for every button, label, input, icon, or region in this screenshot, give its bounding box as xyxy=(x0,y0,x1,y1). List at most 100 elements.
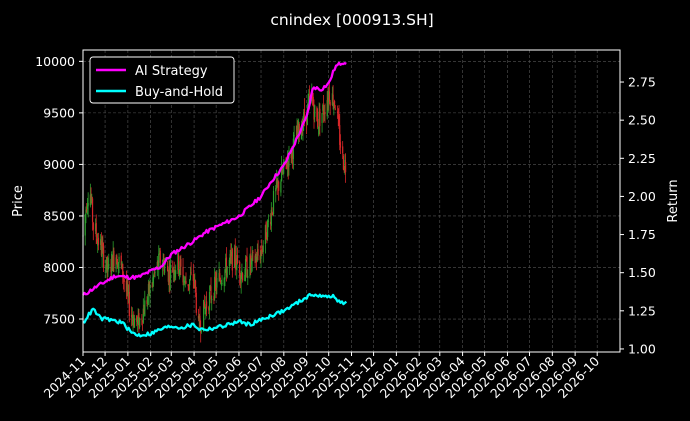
legend-label-buy-and-hold: Buy-and-Hold xyxy=(135,85,223,100)
candle-body xyxy=(105,257,108,269)
candle-body xyxy=(157,261,159,269)
candle-body xyxy=(250,255,252,267)
candle-body xyxy=(148,282,150,294)
candle-body xyxy=(169,264,172,281)
candle-body xyxy=(115,257,117,269)
candle-body xyxy=(200,328,202,333)
candle-body xyxy=(302,124,304,131)
candle-body xyxy=(195,292,197,313)
candle-body xyxy=(174,271,176,278)
legend: AI Strategy Buy-and-Hold xyxy=(89,56,235,104)
candle-body xyxy=(167,270,169,282)
candle-body xyxy=(286,164,288,169)
legend-label-ai-strategy: AI Strategy xyxy=(135,64,208,79)
candle-body xyxy=(218,272,220,281)
candle-body xyxy=(300,128,303,140)
candle-body xyxy=(133,318,135,326)
candle-body xyxy=(234,245,236,265)
candle-body xyxy=(303,111,305,125)
candle-body xyxy=(261,250,264,252)
candle-body xyxy=(328,91,331,102)
candle-body xyxy=(322,105,324,111)
candle-body xyxy=(211,298,213,301)
candle-body xyxy=(137,314,139,321)
candle-body xyxy=(111,255,114,271)
candle-body xyxy=(260,251,262,259)
candle-body xyxy=(189,279,191,286)
candle-body xyxy=(230,253,232,256)
candle-body xyxy=(116,255,118,265)
candle-body xyxy=(250,259,253,265)
candle-body xyxy=(338,116,340,127)
candle-body xyxy=(178,254,180,273)
candle-body xyxy=(141,318,143,320)
candle-body xyxy=(244,259,247,277)
candle-body xyxy=(277,181,279,184)
candle-body xyxy=(254,255,256,264)
y-right-tick-label: 2.25 xyxy=(628,151,656,166)
candle-body xyxy=(190,272,192,274)
candle-body xyxy=(236,255,239,264)
candle-body xyxy=(255,257,257,261)
candle-body xyxy=(292,138,294,159)
y-right-tick-label: 1.75 xyxy=(628,227,656,242)
candle-body xyxy=(156,261,158,271)
candle-body xyxy=(326,100,328,117)
candle-body xyxy=(86,208,88,211)
candle-body xyxy=(127,284,129,295)
candle-body xyxy=(90,195,92,201)
candle-body xyxy=(91,198,94,222)
candle-body xyxy=(262,245,264,252)
candle-body xyxy=(147,296,149,303)
candle-body xyxy=(200,330,203,332)
candle-body xyxy=(252,252,254,253)
candle-body xyxy=(192,273,194,281)
y-axis-right: 1.00 1.25 1.50 1.75 2.00 2.25 2.50 2.75 xyxy=(620,75,656,356)
candlesticks xyxy=(82,81,347,343)
candle-body xyxy=(269,221,272,225)
y-right-tick-label: 1.25 xyxy=(628,303,656,318)
candle-body xyxy=(152,277,154,284)
candle-body xyxy=(203,301,205,308)
candle-body xyxy=(292,148,294,159)
candle-body xyxy=(301,126,303,134)
candle-body xyxy=(267,220,269,222)
candle-body xyxy=(101,245,103,257)
candle-body xyxy=(168,267,170,283)
candle-body xyxy=(213,296,215,301)
candle-body xyxy=(336,111,339,114)
candle-body xyxy=(188,284,190,286)
candle-body xyxy=(113,250,115,267)
series-line-buy-and-hold xyxy=(82,292,348,338)
candle-body xyxy=(225,258,227,268)
candle-body xyxy=(158,253,160,269)
candle-body xyxy=(287,161,289,170)
candle-body xyxy=(286,161,289,167)
candle-body xyxy=(144,300,146,317)
candle-body xyxy=(116,263,119,268)
candle-body xyxy=(314,105,316,118)
candle-body xyxy=(136,315,138,322)
candle-body xyxy=(128,291,130,316)
candle-body xyxy=(102,246,105,268)
candle-body xyxy=(303,108,306,120)
candle-body xyxy=(306,117,308,124)
candle-body xyxy=(332,94,334,107)
candle-body xyxy=(240,275,242,284)
candle-body xyxy=(266,237,268,240)
candle-body xyxy=(259,255,261,261)
candle-body xyxy=(178,270,180,275)
candle-body xyxy=(141,320,144,323)
candle-body xyxy=(97,237,100,245)
candle-body xyxy=(242,273,244,281)
candle-body xyxy=(164,264,166,273)
chart-title: cnindex [000913.SH] xyxy=(270,11,433,29)
candle-body xyxy=(139,318,141,327)
candle-body xyxy=(180,258,182,267)
candle-body xyxy=(223,278,225,286)
candle-body xyxy=(327,97,329,102)
candle-body xyxy=(136,319,139,324)
candle-body xyxy=(142,308,144,323)
candle-body xyxy=(331,93,333,106)
candle-body xyxy=(199,315,201,327)
